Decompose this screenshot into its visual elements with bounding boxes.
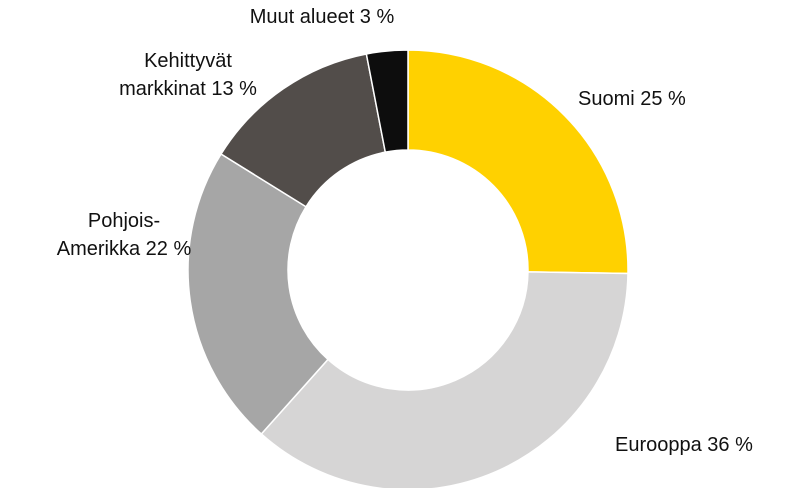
donut-slice: [260, 271, 629, 488]
label-line: Muut alueet 3 %: [250, 6, 395, 28]
label-line: Amerikka 22 %: [57, 238, 192, 260]
label-line: Eurooppa 36 %: [615, 434, 753, 456]
slice-label: Suomi 25 %: [578, 88, 686, 110]
donut-slice: [365, 49, 409, 154]
label-line: markkinat 13 %: [119, 78, 257, 100]
slice-label: Muut alueet 3 %: [250, 6, 395, 28]
label-line: Pohjois-: [88, 210, 160, 232]
slice-label: Pohjois- Amerikka 22 %: [57, 210, 192, 260]
label-line: Suomi 25 %: [578, 88, 686, 110]
slice-label: Kehittyvät markkinat 13 %: [119, 50, 257, 100]
label-line: Kehittyvät: [144, 50, 232, 72]
slice-label: Eurooppa 36 %: [615, 434, 753, 456]
donut-slice: [407, 49, 629, 275]
donut-slice: [187, 152, 330, 436]
